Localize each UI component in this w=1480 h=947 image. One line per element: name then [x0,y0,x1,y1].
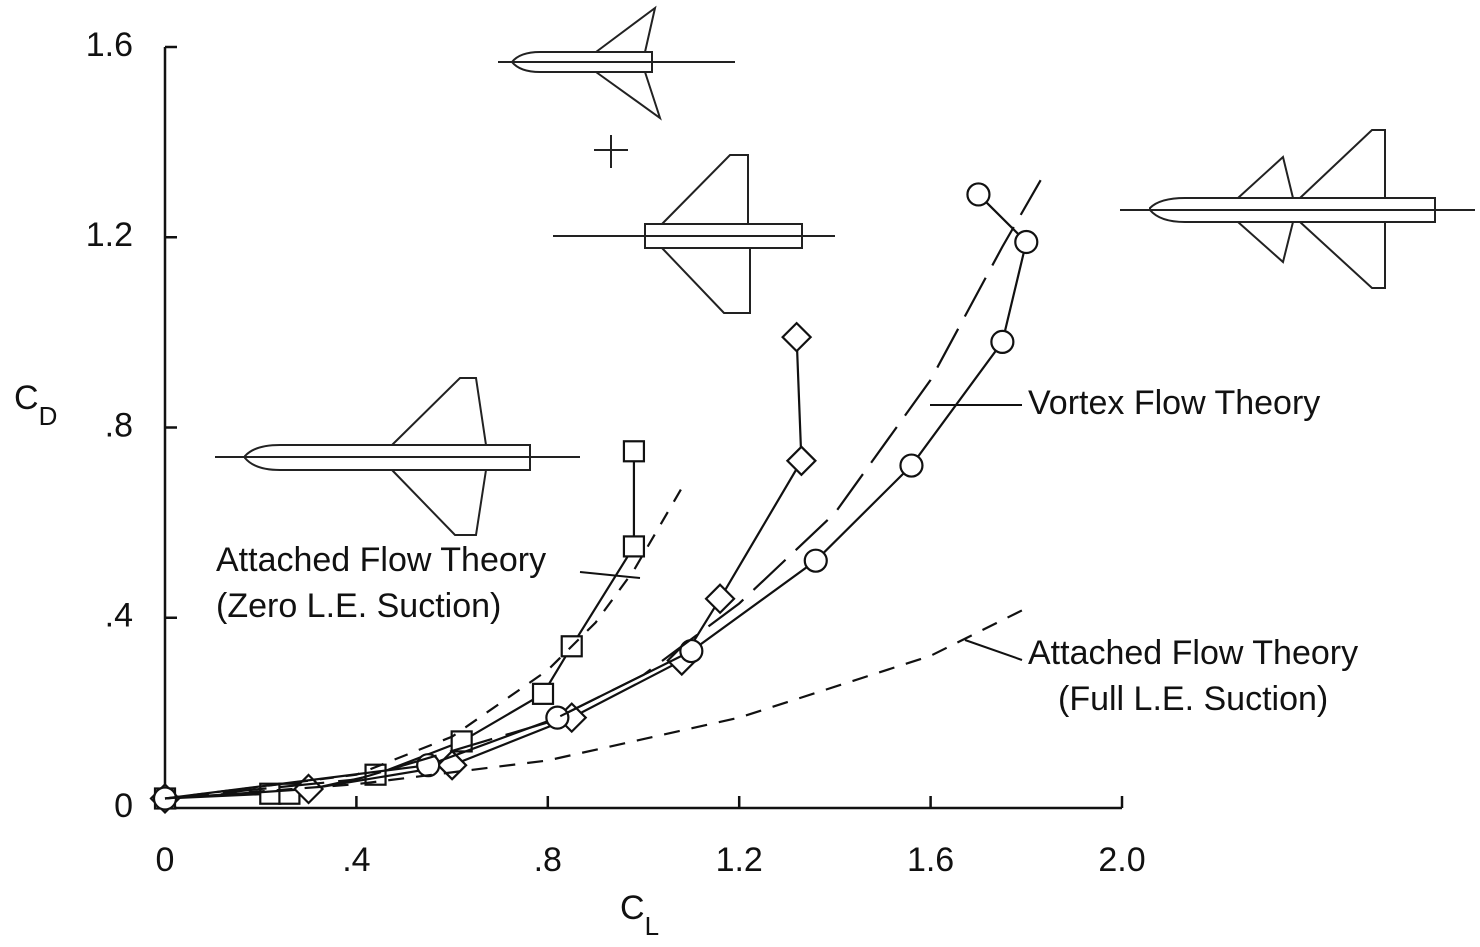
fairing-curve [165,194,1026,798]
page: {"chart_data": { "type": "line", "xlabel… [0,0,1480,947]
y-tick-label: 1.2 [86,216,133,254]
aircraft-sketch [215,8,1475,535]
x-tick-label: .4 [342,841,370,879]
y-axis-label: CD [14,379,57,431]
diamond-marker [787,447,815,475]
y-tick-label: 1.6 [86,26,133,64]
x-tick-label: 1.6 [907,841,954,879]
x-tick-label: .8 [534,841,562,879]
series-note: (Zero L.E. Suction) [216,587,501,625]
y-tick-label: .8 [105,406,133,444]
series-note: (Full L.E. Suction) [1058,680,1328,718]
x-tick-label: 1.2 [716,841,763,879]
circle-marker [967,183,989,205]
diamond-marker [783,323,811,351]
diamond-marker [706,585,734,613]
circle-marker [680,640,702,662]
y-tick-label: .4 [105,597,133,635]
theory-curve [165,180,1041,798]
chart: 0 .4 .8 1.2 1.6 0 .4 .8 1.2 1.6 2.0 CL CD Attached Fl… [0,0,1480,947]
square-marker [533,684,553,704]
circle-marker [991,331,1013,353]
theory-curve [165,608,1026,798]
leader-line [965,640,1022,660]
series-label: Vortex Flow Theory [1028,384,1320,422]
circle-marker [900,455,922,477]
circle-marker [546,707,568,729]
circle-marker [805,550,827,572]
square-marker [624,536,644,556]
x-tick-label: 2.0 [1098,841,1145,879]
series-label: Attached Flow Theory [216,541,546,579]
leader-line [580,572,640,578]
x-tick-label: 0 [156,841,175,879]
y-tick-label: 0 [114,787,133,825]
circle-marker [1015,231,1037,253]
series-label: Attached Flow Theory [1028,634,1358,672]
theory-curve [165,480,687,799]
x-axis-label: CL [620,889,659,941]
square-marker [624,441,644,461]
